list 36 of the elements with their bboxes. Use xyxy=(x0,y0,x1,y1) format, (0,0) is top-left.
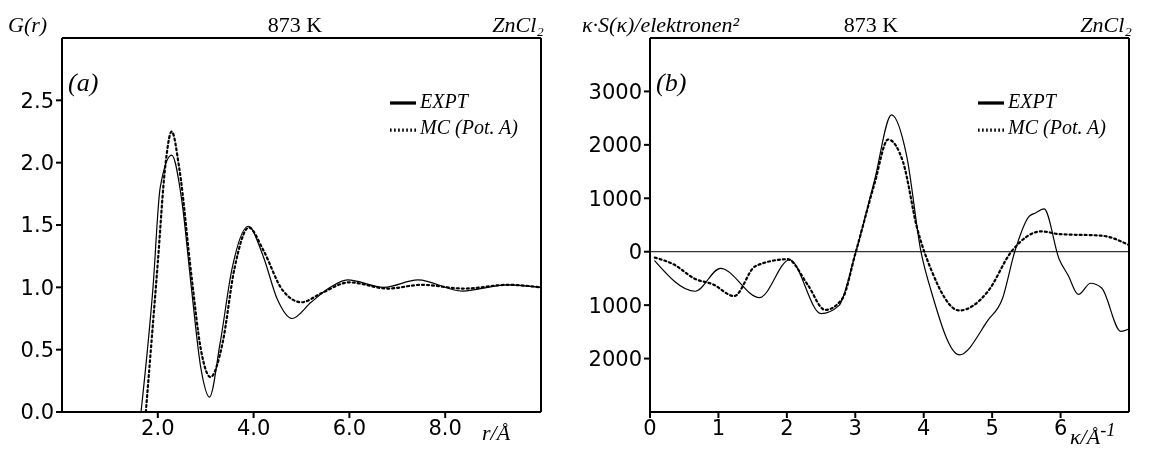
y-axis-title: κ·S(κ)/elektronen² xyxy=(582,12,740,38)
y-tick-label: 1000 xyxy=(588,293,642,318)
chart-title: 873 K xyxy=(267,12,323,37)
legend-label: EXPT xyxy=(420,90,468,112)
y-tick-label: 2000 xyxy=(588,347,642,372)
y-tick-label: 1.0 xyxy=(20,275,54,300)
y-tick-label: 0.5 xyxy=(20,338,54,363)
x-tick-label: 3 xyxy=(848,415,862,440)
annotation: (b) xyxy=(656,68,687,98)
legend-label: EXPT xyxy=(1008,90,1056,112)
x-axis-title: r/Å xyxy=(482,420,511,446)
y-tick-label: 1.5 xyxy=(20,213,54,238)
legend-label: MC (Pot. A) xyxy=(420,116,518,139)
y-tick-label: 2000 xyxy=(588,133,642,158)
x-tick-label: 2.0 xyxy=(141,415,175,440)
x-tick-label: 5 xyxy=(985,415,999,440)
x-tick-label: 2 xyxy=(780,415,794,440)
legend-label: MC (Pot. A) xyxy=(1008,116,1106,139)
x-tick-label: 6.0 xyxy=(332,415,367,440)
x-tick-label: 8.0 xyxy=(428,415,462,440)
y-tick-label: 2.0 xyxy=(20,151,54,176)
y-tick-label: 2.5 xyxy=(20,88,54,113)
y-tick-label: 1000 xyxy=(588,186,642,211)
y-axis-title: G(r) xyxy=(8,12,48,38)
text: ZnCl₂ xyxy=(1080,12,1132,38)
annotation: (a) xyxy=(68,68,99,98)
y-tick-label: 3000 xyxy=(588,79,642,104)
chart-title: 873 K xyxy=(843,12,899,37)
text: ZnCl₂ xyxy=(492,12,544,38)
x-axis-title: κ/Å$^{-1}$ xyxy=(1070,420,1116,451)
x-tick-label: 4.0 xyxy=(236,415,271,440)
x-tick-label: 4 xyxy=(917,415,931,440)
x-tick-label: 1 xyxy=(711,415,726,440)
y-tick-label: 0 xyxy=(628,240,642,265)
y-tick-label: 0.0 xyxy=(20,400,54,425)
x-tick-label: 6 xyxy=(1053,415,1068,440)
